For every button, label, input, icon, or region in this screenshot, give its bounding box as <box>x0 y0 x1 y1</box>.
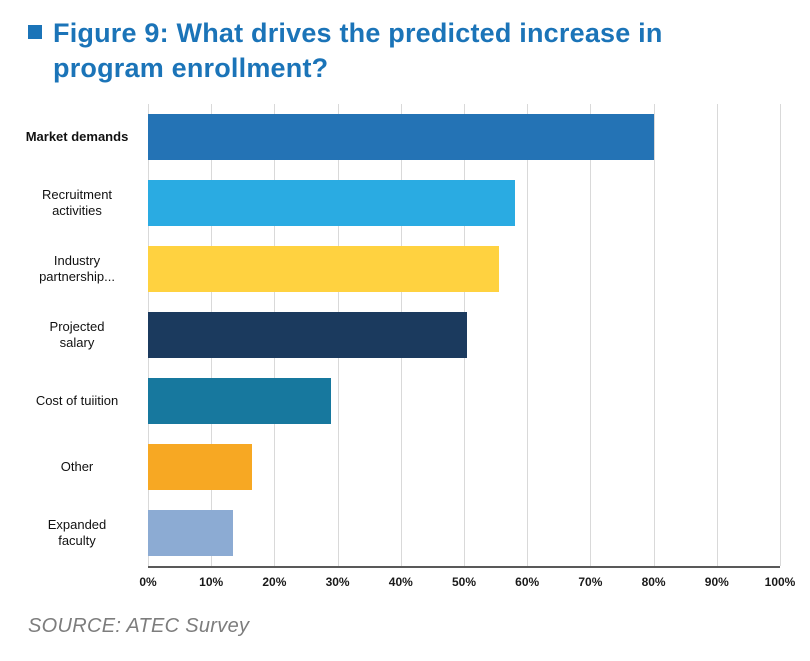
bar-track <box>148 312 780 359</box>
bar-row: Recruitment activities <box>42 170 780 236</box>
bar-track <box>148 510 780 557</box>
bar-label: Projected salary <box>49 318 105 351</box>
bar-label: Expanded faculty <box>47 516 107 549</box>
x-tick-label: 0% <box>139 575 157 590</box>
bar-track <box>148 444 780 491</box>
grid-line <box>590 104 592 567</box>
source-note: SOURCE: ATEC Survey <box>28 615 250 638</box>
bar-track <box>148 246 780 293</box>
bar-row: Projected salary <box>50 302 780 368</box>
x-tick-label: 10% <box>199 575 224 590</box>
bar-label: Recruitment activities <box>41 186 113 219</box>
bar-track <box>148 180 780 227</box>
bar-chart: Market demands Recruitment activities Indus… <box>26 104 795 601</box>
bar <box>148 312 468 359</box>
bar-label: Other <box>60 459 94 475</box>
x-tick-label: 50% <box>451 575 477 590</box>
bar-track <box>148 378 780 425</box>
title-accent-square <box>28 25 42 39</box>
bar-row: Industry partnership... <box>39 236 780 302</box>
grid-line <box>653 104 655 567</box>
grid-line <box>780 104 781 567</box>
bar <box>148 378 332 425</box>
figure-header: Figure 9: What drives the predicted incr… <box>28 16 780 86</box>
plot-area: Market demands Recruitment activities Indus… <box>26 104 781 569</box>
bar-row: Other <box>61 434 780 500</box>
bar <box>148 180 515 227</box>
grid-line <box>716 104 718 567</box>
x-tick-label: 30% <box>325 575 350 590</box>
x-tick-label: 70% <box>578 575 603 590</box>
bar-row: Cost of tuiition <box>36 368 780 434</box>
x-axis: 0% 10% 20% 30% 40% 50% 60% 70% 80% 90% 100% <box>139 575 795 601</box>
bar-label: Industry partnership... <box>39 252 115 285</box>
grid-line <box>527 104 529 567</box>
bar-track <box>148 114 780 161</box>
x-tick-label: 20% <box>262 575 287 590</box>
figure-title: Figure 9: What drives the predicted incr… <box>53 18 663 84</box>
bar-label: Market demands <box>25 129 129 145</box>
x-tick-label: 40% <box>388 575 413 590</box>
bar-row: Expanded faculty <box>48 500 780 566</box>
x-tick-label: 90% <box>704 575 729 590</box>
x-tick-label: 100% <box>764 575 796 590</box>
bar-rows: Market demands Recruitment activities Indus… <box>26 104 780 566</box>
bar <box>148 510 234 557</box>
x-tick-label: 60% <box>515 575 540 590</box>
bar-row: Market demands <box>26 104 780 170</box>
bar <box>148 114 654 161</box>
bar-label: Cost of tuiition <box>35 393 119 409</box>
bar <box>148 444 253 491</box>
figure-container: Figure 9: What drives the predicted incr… <box>26 16 796 638</box>
x-tick-label: 80% <box>641 575 666 590</box>
bar <box>148 246 499 293</box>
